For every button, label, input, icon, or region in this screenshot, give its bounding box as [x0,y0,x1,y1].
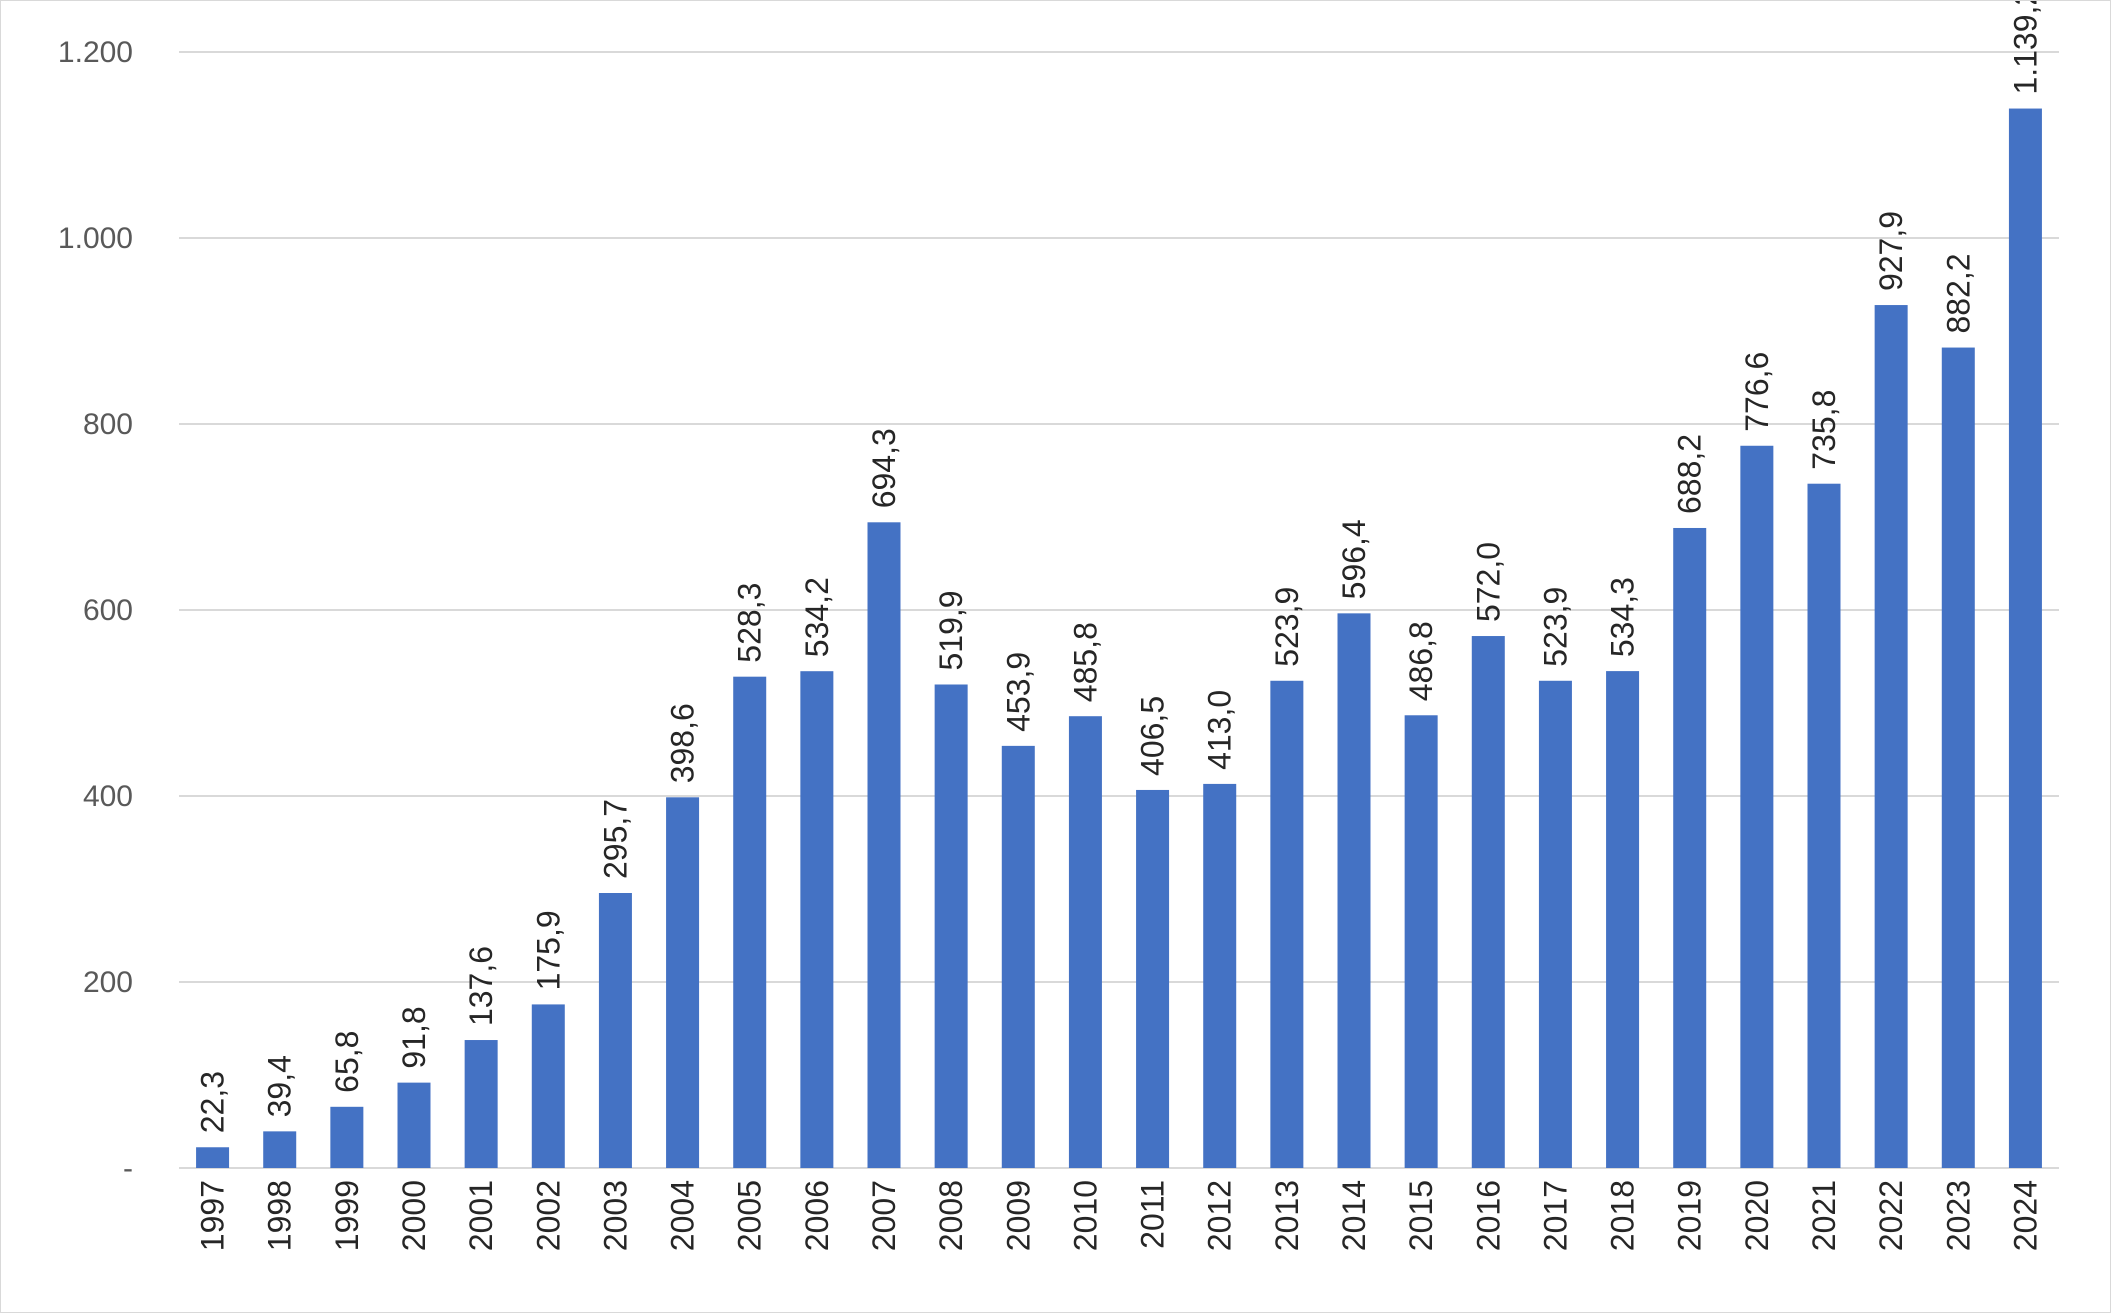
bar [1136,789,1170,1168]
data-label: 485,8 [1067,622,1103,702]
x-tick-label: 1997 [195,1180,231,1251]
bar [330,1106,364,1168]
data-label: 175,9 [530,910,566,990]
x-tick-label: 2005 [732,1180,768,1251]
bar [464,1040,498,1168]
data-label: 398,6 [665,703,701,783]
x-tick-label: 2003 [597,1180,633,1251]
bar [1270,680,1304,1168]
y-tick-label: - [123,1152,133,1185]
data-label: 137,6 [463,946,499,1026]
bar [1606,671,1640,1168]
data-label: 295,7 [597,799,633,879]
x-tick-label: 2023 [1940,1180,1976,1251]
y-tick-label: 800 [83,408,133,441]
bar [397,1082,431,1168]
bar [934,684,968,1168]
data-label: 927,9 [1873,211,1909,291]
x-tick-label: 2021 [1806,1180,1842,1251]
x-tick-label: 1998 [262,1180,298,1251]
bar [1471,636,1505,1168]
bar [531,1004,565,1168]
data-label: 519,9 [933,590,969,670]
bar [1404,715,1438,1168]
x-tick-label: 2013 [1269,1180,1305,1251]
bar [1740,445,1774,1169]
x-tick-label: 2007 [866,1180,902,1251]
y-tick-label: 400 [83,780,133,813]
bar [1203,783,1237,1168]
gridlines [179,51,2059,983]
data-label: 65,8 [329,1031,365,1093]
x-tick-label: 2004 [665,1180,701,1251]
bar [263,1131,297,1168]
x-tick-label: 2018 [1605,1180,1641,1251]
x-tick-label: 2024 [2007,1180,2043,1251]
x-tick-label: 2019 [1672,1180,1708,1251]
x-tick-label: 2001 [463,1180,499,1251]
data-label: 534,2 [799,577,835,657]
bar [1538,680,1572,1168]
data-label: 534,3 [1605,577,1641,657]
bar [1941,347,1975,1169]
x-tick-label: 2010 [1067,1180,1103,1251]
bar [867,522,901,1168]
data-label: 523,9 [1537,587,1573,667]
bar [666,797,700,1168]
bar [1001,745,1035,1168]
x-tick-label: 2022 [1873,1180,1909,1251]
bar [196,1147,230,1168]
x-tick-label: 2012 [1202,1180,1238,1251]
bar [2008,108,2042,1169]
data-label: 523,9 [1269,587,1305,667]
x-tick-label: 2011 [1135,1180,1171,1249]
x-tick-label: 2014 [1336,1180,1372,1251]
x-tick-label: 2017 [1537,1180,1573,1251]
data-label: 22,3 [195,1071,231,1133]
data-label: 528,3 [732,583,768,663]
data-label: 486,8 [1403,621,1439,701]
bar [800,671,834,1168]
y-tick-label: 1.200 [58,36,133,69]
data-label: 596,4 [1336,519,1372,599]
bar [1807,483,1841,1168]
x-tick-label: 1999 [329,1180,365,1251]
y-tick-label: 1.000 [58,222,133,255]
bar [1068,716,1102,1168]
data-label: 406,5 [1135,696,1171,776]
data-label: 1.139,2 [2007,1,2043,95]
data-label: 572,0 [1470,542,1506,622]
y-tick-label: 600 [83,594,133,627]
y-tick-label: 200 [83,966,133,999]
data-label: 39,4 [262,1055,298,1117]
bars [196,108,2042,1169]
x-tick-label: 2008 [933,1180,969,1251]
data-label: 688,2 [1672,434,1708,514]
x-tick-label: 2016 [1470,1180,1506,1251]
x-tick-label: 2002 [530,1180,566,1251]
bar [598,892,632,1168]
x-tick-label: 2015 [1403,1180,1439,1251]
x-tick-label: 2006 [799,1180,835,1251]
x-tick-label: 2020 [1739,1180,1775,1251]
data-label: 413,0 [1202,690,1238,770]
data-labels: 22,3 39,4 65,8 91,8 137,6 175,9 295,7 398,6 528,… [195,1,2044,1133]
x-tick-label: 2000 [396,1180,432,1251]
bar [733,676,767,1168]
bar [1337,613,1371,1168]
data-label: 694,3 [866,428,902,508]
bar [1874,305,1908,1169]
x-tick-label: 2009 [1000,1180,1036,1251]
data-label: 735,8 [1806,390,1842,470]
bar [1673,527,1707,1168]
x-axis: 1997 1998 1999 2000 2001 2002 2003 2004 2005 2006… [195,1180,2044,1251]
data-label: 91,8 [396,1006,432,1068]
data-label: 882,2 [1940,253,1976,333]
data-label: 776,6 [1739,352,1775,432]
data-label: 453,9 [1000,652,1036,732]
